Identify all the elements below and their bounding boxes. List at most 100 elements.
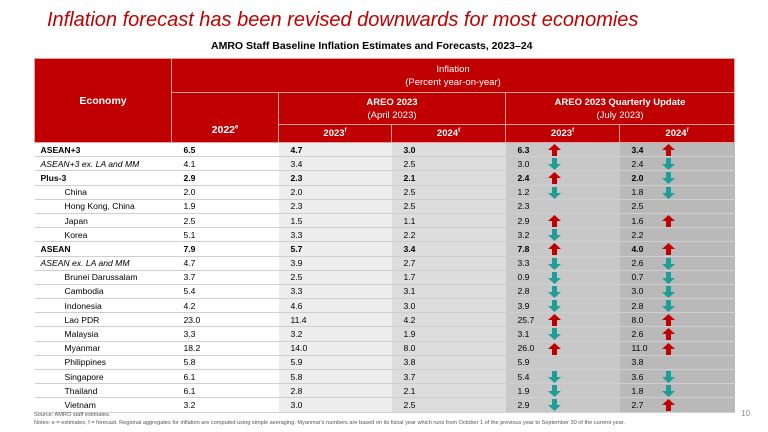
up-arrow-icon — [547, 342, 561, 355]
value-cell: 3.1 — [391, 284, 506, 300]
economy-name: ASEAN+3 ex. LA and MM — [34, 156, 172, 172]
header-areo-sub: (April 2023) — [367, 109, 417, 121]
down-arrow-icon — [661, 186, 675, 199]
down-arrow-icon — [547, 385, 561, 397]
forecast-sup: f — [572, 127, 575, 134]
value-text: 2.8 — [290, 385, 303, 396]
value-cell: 2.6 — [619, 256, 735, 271]
value-cell: 23.0 — [171, 312, 279, 328]
value-cell: 1.7 — [391, 270, 506, 285]
value-text: 2.5 — [403, 187, 416, 198]
value-cell: 8.0 — [391, 341, 506, 356]
value-text: 2.5 — [403, 399, 416, 410]
down-arrow-icon — [547, 371, 561, 383]
value-cell: 1.9 — [171, 199, 279, 214]
value-cell: 3.4 — [278, 156, 392, 172]
value-text: 26.0 — [517, 343, 535, 354]
year-label: 2024 — [665, 128, 687, 140]
value-text: 2.5 — [183, 215, 196, 226]
value-cell: 3.0 — [391, 298, 506, 314]
value-text: 1.5 — [290, 215, 303, 226]
header-update-sub: (July 2023) — [596, 109, 644, 121]
value-cell: 2.9 — [505, 213, 620, 229]
table-title: AMRO Staff Baseline Inflation Estimates … — [211, 40, 533, 52]
value-cell: 2.9 — [505, 397, 620, 413]
value-text: 2.8 — [631, 300, 644, 311]
header-update: AREO 2023 Quarterly Update (July 2023) — [505, 92, 735, 125]
economy-name: Singapore — [34, 369, 172, 385]
value-cell: 1.8 — [619, 185, 735, 200]
value-cell: 3.7 — [171, 270, 279, 285]
value-text: 3.3 — [290, 286, 303, 297]
value-cell: 3.0 — [619, 284, 735, 300]
value-cell: 2.6 — [619, 326, 735, 342]
value-text: 5.4 — [517, 371, 530, 382]
economy-name: Lao PDR — [34, 312, 172, 328]
economy-name: Plus-3 — [34, 170, 172, 186]
value-cell: 2.5 — [391, 185, 506, 200]
value-text: 2.5 — [403, 201, 416, 212]
value-text: 1.7 — [403, 272, 416, 283]
value-text: 6.3 — [517, 144, 530, 155]
value-cell: 0.9 — [505, 270, 620, 285]
value-text: 5.1 — [183, 229, 196, 240]
value-cell: 3.8 — [391, 355, 506, 371]
value-cell: 1.1 — [391, 213, 506, 229]
value-cell: 3.3 — [171, 326, 279, 342]
table-row: Vietnam 3.2 3.0 2.5 2.9 2.7 — [34, 397, 735, 413]
year-label: 2023 — [323, 128, 345, 140]
table-row: Philippines 5.8 5.9 3.8 5.9 3.8 — [34, 355, 735, 371]
table-row: Lao PDR 23.0 11.4 4.2 25.7 8.0 — [34, 312, 735, 328]
up-arrow-icon — [661, 144, 675, 156]
value-cell: 2.8 — [619, 298, 735, 314]
table-row: ASEAN+3 ex. LA and MM 4.1 3.4 2.5 3.0 2.4 — [34, 156, 735, 172]
value-cell: 3.9 — [278, 256, 392, 271]
table-row: Singapore 6.1 5.8 3.7 5.4 3.6 — [34, 369, 735, 385]
value-text: 3.3 — [183, 329, 196, 340]
up-arrow-icon — [547, 214, 561, 227]
value-text: 2.3 — [290, 201, 303, 212]
value-text: 5.9 — [290, 357, 303, 368]
value-text: 11.0 — [631, 343, 648, 354]
value-cell: 18.2 — [171, 341, 279, 356]
down-arrow-icon — [661, 172, 675, 185]
value-cell: 2.1 — [391, 170, 506, 186]
value-cell: 2.7 — [619, 397, 735, 413]
value-text: 5.4 — [183, 286, 196, 297]
header-update-label: AREO 2023 Quarterly Update — [554, 96, 686, 108]
value-cell: 2.5 — [391, 199, 506, 214]
value-text: 2.7 — [403, 258, 416, 269]
header-2022: 2022e — [171, 92, 279, 143]
value-cell: 3.3 — [278, 284, 392, 300]
value-text: 3.3 — [517, 258, 530, 269]
value-text: 3.7 — [183, 272, 196, 283]
page-number: 10 — [741, 409, 750, 418]
value-text: 4.7 — [183, 258, 196, 269]
header-areo-label: AREO 2023 — [366, 96, 418, 108]
up-arrow-icon — [661, 342, 675, 355]
value-cell: 2.1 — [391, 383, 506, 399]
value-text: 3.0 — [403, 144, 416, 155]
value-text: 1.1 — [403, 215, 416, 226]
header-economy: Economy — [34, 58, 172, 143]
economy-name: Myanmar — [34, 341, 172, 356]
value-cell: 4.7 — [171, 256, 279, 271]
value-cell: 2.5 — [391, 397, 506, 413]
value-text: 2.6 — [631, 258, 644, 269]
value-cell: 1.5 — [278, 213, 392, 229]
down-arrow-icon — [661, 158, 675, 170]
value-cell: 2.5 — [619, 199, 735, 214]
down-arrow-icon — [547, 186, 561, 199]
value-text: 2.7 — [631, 399, 644, 410]
value-cell: 6.5 — [171, 141, 279, 158]
value-text: 2.8 — [517, 286, 530, 297]
value-cell: 4.1 — [171, 156, 279, 172]
down-arrow-icon — [547, 229, 561, 241]
table-row: China 2.0 2.0 2.5 1.2 1.8 — [34, 185, 735, 200]
value-text: 4.0 — [631, 243, 644, 254]
value-text: 2.0 — [183, 187, 196, 198]
value-cell: 2.3 — [278, 170, 392, 186]
value-cell: 3.2 — [505, 227, 620, 243]
economy-name: Japan — [34, 213, 172, 229]
value-text: 7.8 — [517, 243, 530, 254]
